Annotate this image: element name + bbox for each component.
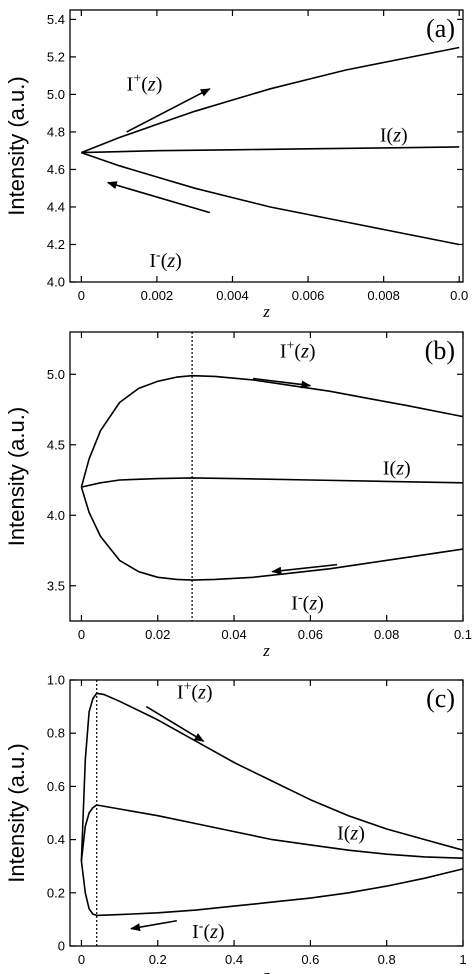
y-tick-label: 0 xyxy=(58,939,65,954)
y-tick-label: 5.0 xyxy=(47,367,65,382)
series-line-0 xyxy=(81,46,460,154)
x-tick-label: 0 xyxy=(78,952,85,967)
y-tick-label: 3.5 xyxy=(47,578,65,593)
direction-arrow xyxy=(130,919,177,932)
series-line-1 xyxy=(80,804,464,861)
x-tick-label: 0.008 xyxy=(367,288,400,303)
y-tick-label: 1.0 xyxy=(47,673,65,688)
curve-label: I+(z) xyxy=(127,72,163,96)
direction-arrow xyxy=(271,563,338,575)
x-tick-label: 0.1 xyxy=(454,627,472,642)
curve-label: I-(z) xyxy=(149,248,181,272)
y-tick-label: 5.0 xyxy=(47,87,65,102)
panel-c: 0 0.2 0.4 0.6 0.8 1 0 0.2 0.4 0.6 0.8 1.0 Intensity … xyxy=(4,673,467,974)
series-line-2 xyxy=(80,860,464,917)
x-axis-title: z xyxy=(262,966,270,974)
y-tick-label: 0.2 xyxy=(47,885,65,900)
x-tick-label: 1 xyxy=(459,952,466,967)
x-tick-label: 0.8 xyxy=(378,952,396,967)
x-tick-label: 0.08 xyxy=(374,627,399,642)
series-line-2 xyxy=(80,486,464,581)
x-tick-label: 0.02 xyxy=(145,627,170,642)
curve-label: I+(z) xyxy=(177,680,213,704)
x-axis-title: z xyxy=(262,302,270,321)
y-tick-label: 0.6 xyxy=(47,779,65,794)
plot-frame xyxy=(69,679,464,947)
y-tick-label: 5.4 xyxy=(47,12,65,27)
plot-frame xyxy=(69,331,464,622)
panel-b: 0 0.02 0.04 0.06 0.08 0.1 3.5 4.0 4.5 5.0 Intensit… xyxy=(4,331,472,660)
curve-label: I+(z) xyxy=(280,338,316,362)
series-line-2 xyxy=(81,151,460,246)
series-line-0 xyxy=(80,374,464,488)
panel-label: (a) xyxy=(426,14,455,43)
y-tick-label: 4.8 xyxy=(47,124,65,139)
x-axis-title: z xyxy=(262,641,270,660)
y-tick-label: 4.6 xyxy=(47,162,65,177)
series-line-1 xyxy=(81,477,464,488)
x-tick-label: 0.06 xyxy=(298,627,323,642)
curve-label: I-(z) xyxy=(291,591,323,615)
y-tick-label: 4.4 xyxy=(47,199,65,214)
x-tick-label: 0.04 xyxy=(221,627,246,642)
y-tick-label: 5.2 xyxy=(47,49,65,64)
direction-arrow xyxy=(253,377,312,389)
y-tick-label: 4.5 xyxy=(47,437,65,452)
direction-arrow xyxy=(106,181,211,214)
direction-arrow xyxy=(126,88,211,133)
y-tick-label: 4.2 xyxy=(47,237,65,252)
x-tick-label: 0.2 xyxy=(149,952,167,967)
y-axis-title: Intensity (a.u.) xyxy=(4,407,29,546)
x-tick-label: 0.006 xyxy=(292,288,325,303)
panel-label: (b) xyxy=(425,336,455,365)
panel-a: 0 0.002 0.004 0.006 0.008 0.0 4.0 4.2 4.4 4.6 4.8 5… xyxy=(4,9,468,321)
y-tick-label: 4.0 xyxy=(47,508,65,523)
curve-label: I(z) xyxy=(380,124,408,146)
x-tick-label: 0 xyxy=(78,288,85,303)
y-tick-label: 0.8 xyxy=(47,726,65,741)
series-line-1 xyxy=(81,146,460,154)
series-line-0 xyxy=(80,692,464,861)
y-tick-label: 4.0 xyxy=(47,275,65,290)
x-tick-label: 0.002 xyxy=(141,288,174,303)
x-tick-label: 0 xyxy=(78,627,85,642)
y-tick-label: 0.4 xyxy=(47,832,65,847)
x-tick-label: 0.0 xyxy=(450,288,468,303)
curve-label: I(z) xyxy=(337,823,365,845)
x-tick-label: 0.6 xyxy=(301,952,319,967)
curve-label: I(z) xyxy=(383,457,411,479)
direction-arrow xyxy=(145,705,205,742)
y-axis-title: Intensity (a.u.) xyxy=(4,76,29,215)
curve-label: I-(z) xyxy=(192,919,224,943)
x-tick-label: 0.004 xyxy=(216,288,249,303)
x-tick-label: 0.4 xyxy=(225,952,243,967)
y-axis-title: Intensity (a.u.) xyxy=(4,743,29,882)
plot-frame xyxy=(69,9,464,283)
panel-label: (c) xyxy=(426,684,455,713)
